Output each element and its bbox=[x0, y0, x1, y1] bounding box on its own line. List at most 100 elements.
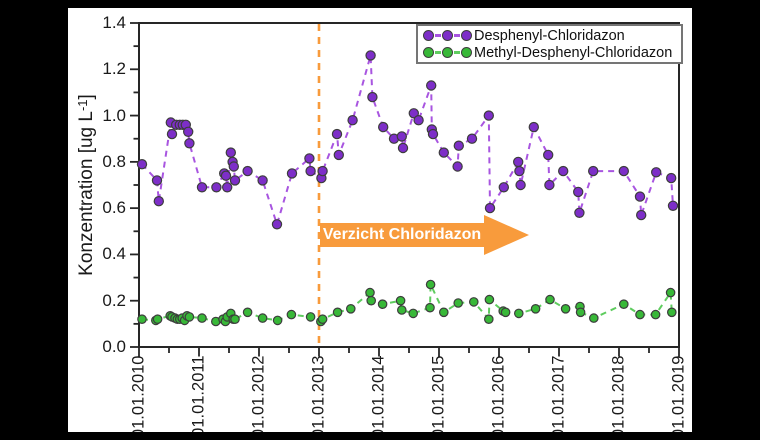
data-point-marker-0 bbox=[397, 142, 409, 154]
legend-dash-icon bbox=[454, 51, 460, 54]
series-line-0 bbox=[141, 55, 674, 228]
data-point-marker-0 bbox=[166, 128, 178, 140]
data-point-marker-0 bbox=[378, 121, 389, 133]
data-point-marker-1 bbox=[197, 313, 207, 323]
data-point-marker-1 bbox=[483, 314, 494, 324]
data-point-marker-0 bbox=[515, 179, 526, 191]
legend-label-desphenyl: Desphenyl-Chloridazon bbox=[474, 27, 625, 44]
legend-item-methyl-desphenyl: Methyl-Desphenyl-Chloridazon bbox=[423, 44, 681, 61]
data-point-marker-0 bbox=[286, 168, 298, 179]
chart-svg bbox=[130, 22, 680, 357]
data-point-marker-1 bbox=[665, 287, 676, 298]
y-tick-label: 1.4 bbox=[102, 13, 126, 32]
data-point-marker-1 bbox=[500, 307, 511, 318]
legend-dash-icon bbox=[454, 34, 460, 37]
x-tick-label: 01.01.2016 bbox=[489, 355, 508, 433]
data-point-marker-1 bbox=[545, 294, 555, 305]
data-point-marker-0 bbox=[367, 91, 378, 103]
data-point-marker-1 bbox=[366, 295, 376, 306]
data-point-marker-0 bbox=[636, 209, 647, 221]
x-tick-label: 01.01.2018 bbox=[609, 355, 628, 433]
data-point-marker-1 bbox=[560, 303, 571, 314]
data-point-marker-0 bbox=[558, 165, 569, 177]
data-point-marker-0 bbox=[466, 133, 478, 144]
data-point-marker-1 bbox=[305, 312, 316, 322]
x-tick-label: 01.01.2012 bbox=[249, 355, 268, 433]
data-point-marker-0 bbox=[528, 121, 539, 133]
data-point-marker-0 bbox=[438, 147, 449, 158]
verzicht-arrow: Verzicht Chloridazon bbox=[320, 223, 484, 247]
data-point-marker-0 bbox=[365, 50, 376, 61]
y-tick-label: 0.2 bbox=[102, 290, 126, 310]
data-point-marker-0 bbox=[271, 219, 283, 230]
data-point-marker-1 bbox=[650, 309, 661, 320]
verzicht-arrow-label: Verzicht Chloridazon bbox=[322, 226, 482, 243]
data-point-marker-0 bbox=[151, 175, 163, 186]
data-point-marker-1 bbox=[332, 307, 343, 318]
data-point-marker-0 bbox=[427, 128, 439, 140]
data-point-marker-1 bbox=[666, 307, 677, 318]
y-tick-label: 1.2 bbox=[102, 59, 126, 79]
data-point-marker-0 bbox=[182, 126, 194, 138]
data-point-marker-0 bbox=[242, 165, 253, 177]
plot-frame bbox=[138, 22, 680, 348]
data-point-marker-1 bbox=[468, 297, 479, 307]
data-point-marker-0 bbox=[452, 161, 463, 172]
legend-label-methyl-desphenyl: Methyl-Desphenyl-Chloridazon bbox=[474, 44, 673, 61]
data-point-marker-0 bbox=[396, 131, 407, 142]
data-point-marker-0 bbox=[666, 172, 677, 184]
data-point-marker-0 bbox=[153, 195, 165, 207]
data-point-marker-1 bbox=[272, 315, 283, 326]
x-tick-label: 01.01.2019 bbox=[669, 355, 688, 433]
data-point-marker-1 bbox=[530, 303, 541, 314]
legend-marker-circle-icon bbox=[423, 47, 434, 58]
data-point-marker-0 bbox=[228, 161, 239, 172]
data-point-marker-0 bbox=[220, 170, 232, 181]
data-point-marker-0 bbox=[588, 165, 599, 177]
data-point-marker-0 bbox=[225, 147, 236, 158]
data-point-marker-1 bbox=[618, 299, 629, 309]
data-point-marker-0 bbox=[211, 182, 222, 193]
data-point-marker-1 bbox=[453, 298, 463, 308]
data-point-marker-0 bbox=[221, 182, 233, 193]
data-point-marker-1 bbox=[230, 314, 240, 324]
data-point-marker-0 bbox=[408, 108, 419, 119]
x-tick-label: 01.01.2011 bbox=[189, 355, 208, 433]
legend-marker-circle-icon bbox=[442, 47, 453, 58]
legend-dash-icon bbox=[435, 51, 441, 54]
legend-marker-circle-icon bbox=[461, 47, 472, 58]
data-point-marker-1 bbox=[425, 279, 436, 290]
data-point-marker-0 bbox=[257, 175, 268, 186]
verzicht-arrow-head-icon bbox=[484, 215, 529, 255]
legend-marker-circle-icon bbox=[423, 30, 434, 41]
data-point-marker-0 bbox=[453, 140, 464, 151]
data-point-marker-1 bbox=[408, 308, 418, 319]
data-point-marker-0 bbox=[514, 165, 525, 177]
data-point-marker-1 bbox=[317, 314, 328, 324]
data-point-marker-0 bbox=[498, 182, 509, 193]
data-point-marker-1 bbox=[242, 307, 253, 318]
data-point-marker-0 bbox=[573, 186, 584, 198]
y-tick-label: 0.6 bbox=[102, 198, 126, 218]
x-tick-label: 01.01.2017 bbox=[549, 355, 568, 433]
data-point-marker-1 bbox=[365, 287, 375, 298]
data-point-marker-1 bbox=[377, 299, 388, 309]
data-point-marker-0 bbox=[667, 200, 679, 211]
data-point-marker-0 bbox=[513, 156, 524, 168]
data-point-marker-1 bbox=[513, 308, 524, 319]
data-point-marker-1 bbox=[257, 313, 268, 323]
chart-area: Konzentration [ug L-1] 0.0 0.2 0.4 0.6 0.8 1.… bbox=[68, 8, 692, 432]
y-tick-label: 0.0 bbox=[102, 337, 126, 356]
data-point-marker-0 bbox=[574, 207, 585, 218]
data-point-marker-1 bbox=[484, 294, 495, 305]
legend-marker-circle-icon bbox=[442, 30, 453, 41]
data-point-marker-1 bbox=[152, 314, 163, 324]
data-point-marker-0 bbox=[136, 158, 148, 170]
data-point-marker-0 bbox=[331, 128, 343, 140]
y-axis-title-bracket: ] bbox=[76, 94, 97, 100]
legend-item-desphenyl: Desphenyl-Chloridazon bbox=[423, 27, 681, 44]
data-point-marker-0 bbox=[184, 138, 195, 149]
data-point-marker-1 bbox=[575, 307, 586, 318]
data-point-marker-0 bbox=[196, 182, 208, 193]
data-point-marker-0 bbox=[317, 165, 328, 177]
